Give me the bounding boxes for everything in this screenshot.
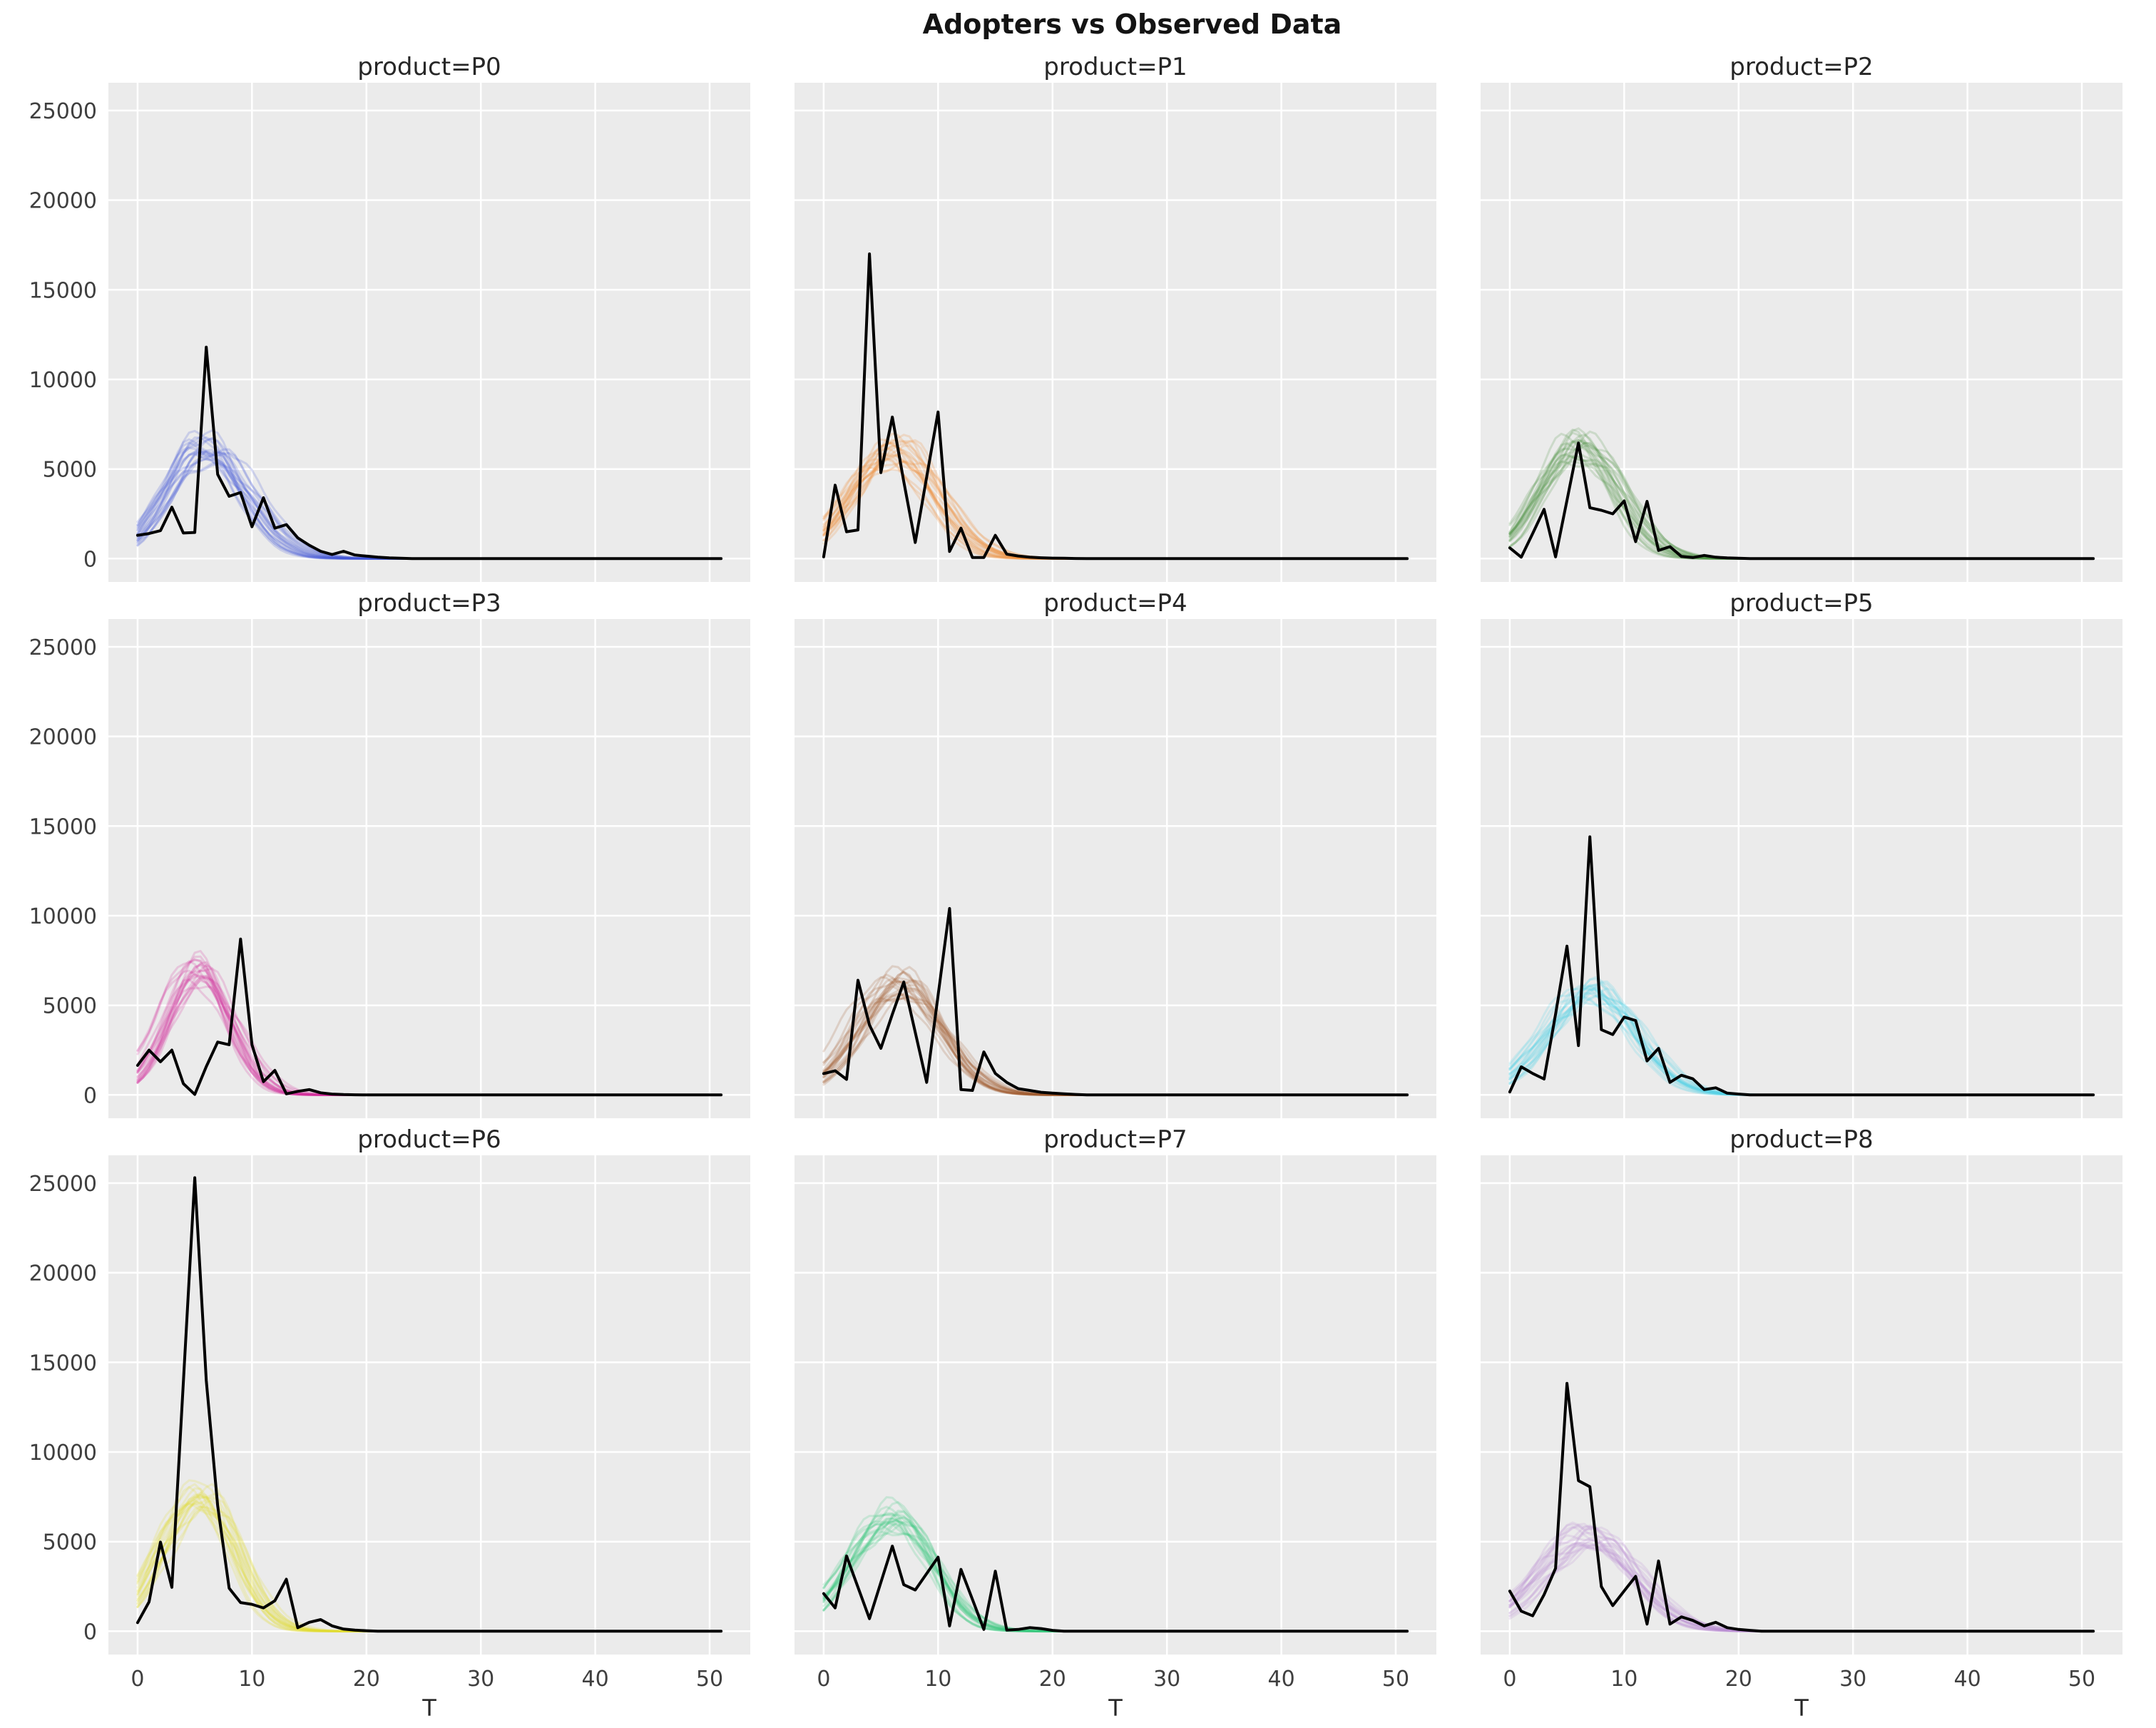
subplot-title-p2: product=P2 bbox=[1730, 53, 1874, 81]
plot-background bbox=[108, 83, 750, 582]
x-tick-label: 30 bbox=[1153, 1667, 1180, 1692]
x-tick-label: 50 bbox=[1382, 1667, 1409, 1692]
observed-data-line bbox=[822, 906, 1409, 1097]
x-axis-label-p8: T bbox=[1794, 1694, 1809, 1722]
observed-data-line bbox=[136, 937, 723, 1097]
chart-canvas-p3: 0 5000 10000 15000 20000 25000 bbox=[29, 619, 750, 1118]
x-tick-label: 20 bbox=[1725, 1667, 1752, 1692]
subplot-p5: product=P5 bbox=[1481, 582, 2122, 1118]
x-tick-label: 40 bbox=[1954, 1667, 1981, 1692]
subplot-title-p5: product=P5 bbox=[1730, 589, 1874, 618]
y-tick-label: 25000 bbox=[29, 99, 97, 124]
chart-canvas-p8: 0 10 20 30 40 50 bbox=[1481, 1155, 2122, 1692]
chart-canvas-p0: 0 5000 10000 15000 20000 25000 bbox=[29, 83, 750, 582]
x-tick-label: 0 bbox=[1503, 1667, 1516, 1692]
y-tick-label: 20000 bbox=[29, 189, 97, 214]
subplot-p6: product=P6 0 5000 10000 15000 20000 25000 0 10 2… bbox=[0, 1118, 750, 1723]
y-tick-label: 20000 bbox=[29, 1262, 97, 1287]
x-tick-label: 50 bbox=[696, 1667, 723, 1692]
subplot-title-p8: product=P8 bbox=[1730, 1125, 1874, 1154]
observed-data-line bbox=[1508, 441, 2095, 561]
x-tick-label: 10 bbox=[238, 1667, 265, 1692]
y-tick-label: 5000 bbox=[43, 458, 97, 483]
plot-background bbox=[108, 619, 750, 1118]
subplot-p2: product=P2 bbox=[1481, 46, 2122, 582]
y-tick-label: 25000 bbox=[29, 1172, 97, 1197]
observed-data-line bbox=[822, 1544, 1409, 1633]
subplot-title-p1: product=P1 bbox=[1043, 53, 1187, 81]
y-tick-label: 10000 bbox=[29, 368, 97, 393]
y-tick-label: 15000 bbox=[29, 1351, 97, 1376]
observed-data-line bbox=[1508, 1381, 2095, 1633]
subplot-p4: product=P4 bbox=[795, 582, 1436, 1118]
x-tick-label: 40 bbox=[1268, 1667, 1295, 1692]
x-tick-label: 30 bbox=[1839, 1667, 1866, 1692]
chart-canvas-p6: 0 5000 10000 15000 20000 25000 0 10 20 30 40 50 bbox=[29, 1155, 750, 1692]
subplot-p1: product=P1 bbox=[795, 46, 1436, 582]
x-tick-label: 30 bbox=[467, 1667, 494, 1692]
subplot-title-p4: product=P4 bbox=[1043, 589, 1187, 618]
x-tick-label: 40 bbox=[582, 1667, 609, 1692]
x-tick-label: 0 bbox=[817, 1667, 830, 1692]
plot-background bbox=[795, 83, 1436, 582]
plot-background bbox=[108, 1155, 750, 1655]
observed-data-line bbox=[822, 252, 1409, 561]
y-tick-label: 0 bbox=[83, 1083, 97, 1108]
x-tick-label: 10 bbox=[1610, 1667, 1638, 1692]
subplot-title-p6: product=P6 bbox=[357, 1125, 501, 1154]
y-tick-label: 20000 bbox=[29, 725, 97, 750]
x-axis-label-p7: T bbox=[1108, 1694, 1123, 1722]
x-tick-label: 20 bbox=[1039, 1667, 1066, 1692]
chart-canvas-p2 bbox=[1481, 83, 2122, 582]
plot-background bbox=[1481, 1155, 2122, 1655]
plot-background bbox=[795, 1155, 1436, 1655]
subplot-title-p0: product=P0 bbox=[357, 53, 501, 81]
observed-data-line bbox=[136, 1176, 723, 1633]
subplot-p3: product=P3 0 5000 10000 15000 20000 25000 bbox=[0, 582, 750, 1118]
x-tick-label: 0 bbox=[131, 1667, 144, 1692]
y-tick-label: 5000 bbox=[43, 1530, 97, 1555]
plot-background bbox=[795, 619, 1436, 1118]
observed-data-line bbox=[136, 345, 723, 561]
y-tick-label: 10000 bbox=[29, 904, 97, 929]
subplot-p8: product=P8 0 10 20 30 40 50 T bbox=[1481, 1118, 2122, 1723]
subplot-grid: product=P0 0 5000 10000 15000 20000 25000 pro… bbox=[0, 46, 2156, 1723]
subplot-p7: product=P7 0 10 20 30 40 50 T bbox=[795, 1118, 1436, 1723]
y-tick-label: 15000 bbox=[29, 814, 97, 839]
subplot-title-p3: product=P3 bbox=[357, 589, 501, 618]
x-tick-label: 20 bbox=[353, 1667, 380, 1692]
chart-canvas-p7: 0 10 20 30 40 50 bbox=[795, 1155, 1436, 1692]
chart-canvas-p4 bbox=[795, 619, 1436, 1118]
y-tick-label: 0 bbox=[83, 547, 97, 572]
y-tick-label: 0 bbox=[83, 1620, 97, 1645]
x-axis-label-p6: T bbox=[422, 1694, 436, 1722]
x-tick-label: 50 bbox=[2068, 1667, 2095, 1692]
chart-canvas-p1 bbox=[795, 83, 1436, 582]
y-tick-label: 15000 bbox=[29, 278, 97, 303]
y-tick-label: 5000 bbox=[43, 994, 97, 1019]
plot-background bbox=[1481, 83, 2122, 582]
chart-canvas-p5 bbox=[1481, 619, 2122, 1118]
x-tick-label: 10 bbox=[924, 1667, 951, 1692]
y-tick-label: 10000 bbox=[29, 1441, 97, 1466]
subplot-p0: product=P0 0 5000 10000 15000 20000 25000 bbox=[0, 46, 750, 582]
subplot-title-p7: product=P7 bbox=[1043, 1125, 1187, 1154]
observed-data-line bbox=[1508, 835, 2095, 1097]
y-tick-label: 25000 bbox=[29, 635, 97, 660]
figure-title: Adopters vs Observed Data bbox=[922, 9, 1342, 40]
